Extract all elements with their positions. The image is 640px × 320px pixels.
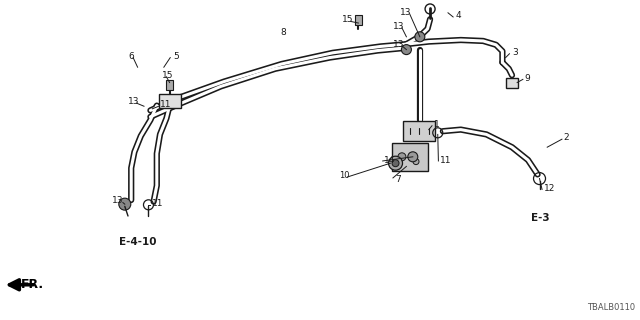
Bar xyxy=(355,15,362,25)
Text: 1: 1 xyxy=(434,120,440,129)
Circle shape xyxy=(392,160,399,167)
Text: 9: 9 xyxy=(525,74,531,83)
Text: 13: 13 xyxy=(400,8,412,17)
Circle shape xyxy=(415,32,425,42)
Text: 3: 3 xyxy=(512,48,518,57)
Text: 13: 13 xyxy=(128,97,140,106)
Bar xyxy=(166,80,173,90)
Text: 2: 2 xyxy=(563,133,569,142)
Circle shape xyxy=(398,153,406,161)
Text: 11: 11 xyxy=(440,156,452,164)
Text: 14: 14 xyxy=(384,156,396,164)
Text: 8: 8 xyxy=(280,28,286,36)
Text: TBALB0110: TBALB0110 xyxy=(587,303,635,312)
Text: FR.: FR. xyxy=(20,278,44,291)
Text: 5: 5 xyxy=(173,52,179,60)
Text: 4: 4 xyxy=(456,11,461,20)
Text: 7: 7 xyxy=(396,175,401,184)
Text: 11: 11 xyxy=(160,100,172,109)
Bar xyxy=(403,121,435,141)
Text: E-4-10: E-4-10 xyxy=(119,236,156,247)
Text: 6: 6 xyxy=(128,52,134,60)
Bar xyxy=(506,78,518,88)
Circle shape xyxy=(388,156,403,170)
Text: 13: 13 xyxy=(393,40,404,49)
Circle shape xyxy=(119,198,131,210)
Text: 12: 12 xyxy=(544,184,556,193)
Text: E-3: E-3 xyxy=(531,212,550,223)
Text: 10: 10 xyxy=(339,171,349,180)
Text: 11: 11 xyxy=(152,199,163,208)
Text: 13: 13 xyxy=(112,196,124,205)
Circle shape xyxy=(401,44,412,55)
Bar xyxy=(392,143,428,171)
Circle shape xyxy=(408,152,418,162)
Text: 15: 15 xyxy=(342,15,354,24)
Text: 13: 13 xyxy=(393,22,404,31)
Bar xyxy=(159,94,180,108)
Circle shape xyxy=(413,159,419,164)
Text: 15: 15 xyxy=(162,71,173,80)
